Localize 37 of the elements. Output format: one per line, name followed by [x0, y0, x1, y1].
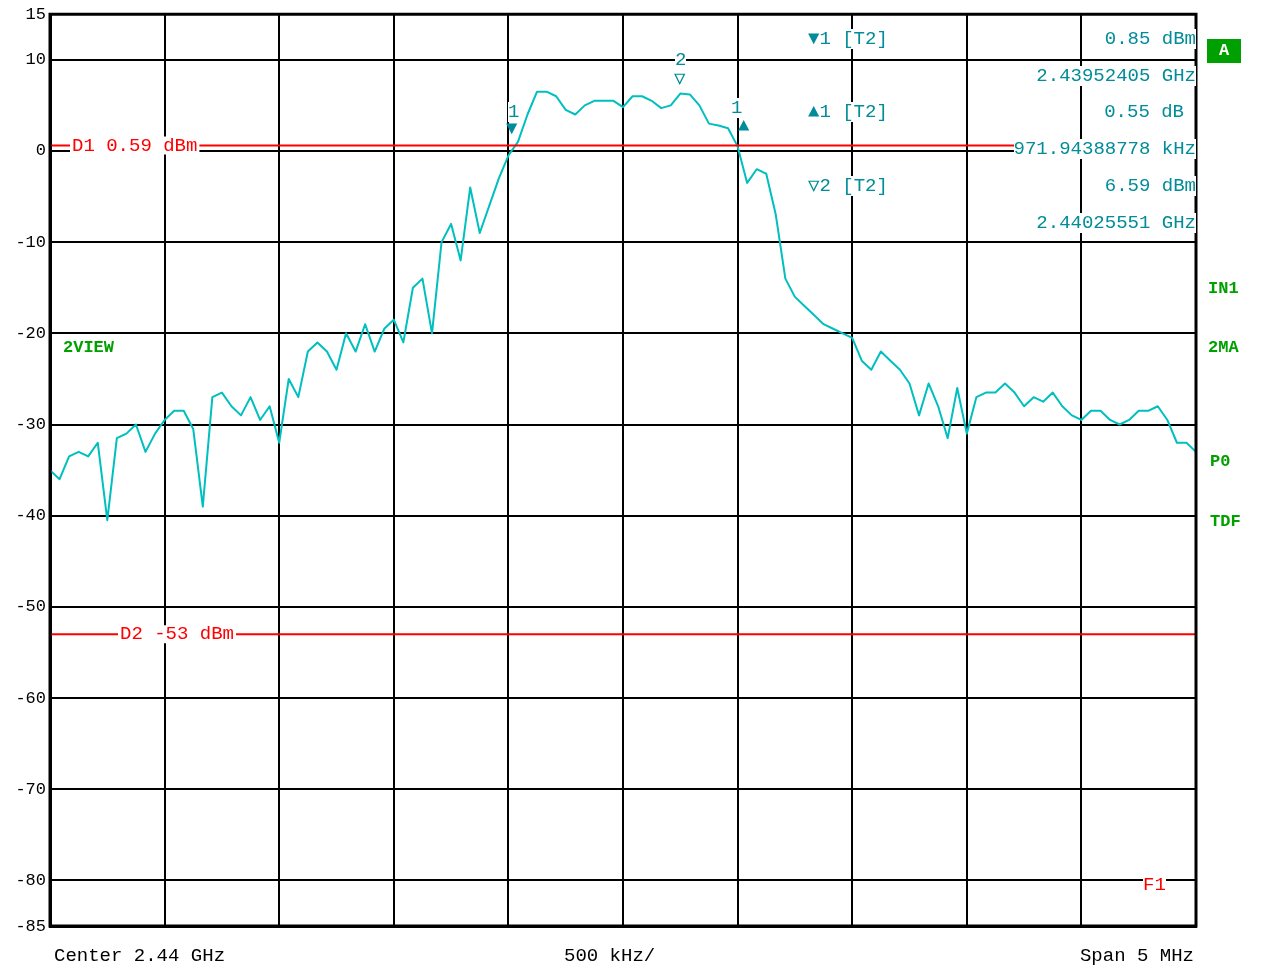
annotation: 971.94388778 kHz — [1013, 138, 1196, 160]
text: P0 — [1210, 452, 1231, 472]
y-tick-label: -70 — [15, 779, 46, 799]
annotation: F1 — [1143, 874, 1166, 896]
annotation: 6.59 dBm — [1104, 175, 1196, 197]
text: TDF — [1210, 512, 1241, 532]
annotation: ▲1 [T2] — [808, 101, 888, 123]
text: Center 2.44 GHz — [54, 945, 226, 967]
text: 500 kHz/ — [564, 945, 656, 967]
ref-line-label: D2 -53 dBm — [120, 623, 235, 646]
annotation: 2.43952405 GHz — [1036, 65, 1196, 87]
annotation: ▼1 [T2] — [808, 28, 888, 50]
text: Span 5 MHz — [1079, 945, 1194, 967]
y-tick-label: -20 — [15, 323, 46, 343]
y-tick-label: -50 — [15, 597, 46, 617]
y-tick-label: -60 — [15, 688, 46, 708]
y-tick-label: -10 — [15, 232, 46, 252]
annotation: 2.44025551 GHz — [1036, 212, 1196, 234]
y-tick-label: 10 — [25, 50, 46, 70]
annotation: 1 — [731, 97, 743, 119]
text: IN1 — [1208, 279, 1239, 299]
annotation: 1 — [508, 101, 520, 123]
annotation: ▽2 [T2] — [808, 175, 888, 197]
y-tick-label: 0 — [35, 141, 46, 161]
y-tick-label: -40 — [15, 506, 46, 526]
ref-line-label: D1 0.59 dBm — [72, 134, 198, 157]
text: A — [1207, 39, 1242, 63]
text: 2MA — [1208, 338, 1239, 358]
y-tick-label: 15 — [25, 4, 46, 24]
y-tick-label: -80 — [15, 870, 46, 890]
annotation: 0.85 dBm — [1104, 28, 1196, 50]
y-tick-label: -85 — [15, 916, 46, 936]
annotation: 2VIEW — [63, 338, 115, 358]
annotation: 0.55 dB — [1104, 101, 1184, 123]
annotation: ▽ — [674, 68, 686, 90]
y-tick-label: -30 — [15, 415, 46, 435]
annotation: 2 — [675, 49, 687, 71]
